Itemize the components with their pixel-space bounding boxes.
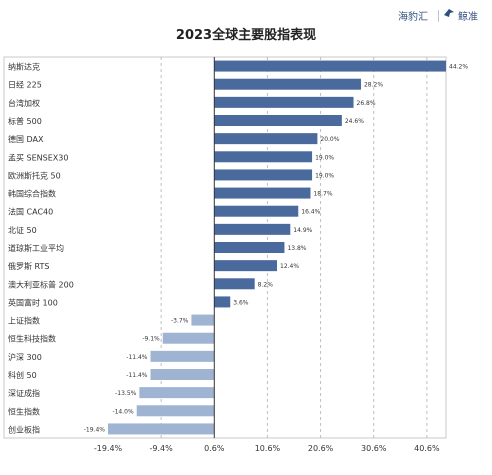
category-label: 俄罗斯 RTS <box>8 261 49 271</box>
category-label: 欧洲斯托克 50 <box>8 170 61 180</box>
category-label: 科创 50 <box>8 370 37 380</box>
category-label: 德国 DAX <box>8 134 44 144</box>
category-label: 台湾加权 <box>8 98 40 108</box>
data-label: -11.4% <box>126 372 148 379</box>
category-label: 标普 500 <box>8 116 42 126</box>
category-label: 澳大利亚标普 200 <box>8 279 74 289</box>
bar <box>150 369 215 380</box>
bar <box>214 60 446 72</box>
data-label: 24.6% <box>345 118 364 125</box>
category-label: 孟买 SENSEX30 <box>8 152 68 162</box>
data-label: -9.1% <box>142 336 160 343</box>
data-label: 12.4% <box>280 263 299 270</box>
data-label: -14.0% <box>112 408 134 415</box>
category-label: 恒生科技指数 <box>8 334 56 344</box>
data-label: -3.7% <box>171 318 189 325</box>
data-label: 19.0% <box>315 172 334 179</box>
x-tick-label: 30.6% <box>361 444 387 453</box>
bar <box>191 314 215 326</box>
bar <box>214 96 354 108</box>
bar <box>108 423 215 435</box>
bar <box>214 151 313 163</box>
category-label: 韩国综合指数 <box>8 189 56 199</box>
category-label: 纳斯达克 <box>8 62 40 72</box>
data-label: 44.2% <box>449 64 468 71</box>
bar <box>214 296 231 308</box>
bar <box>214 187 311 199</box>
data-label: -19.4% <box>84 426 106 433</box>
bar <box>214 133 318 145</box>
category-label: 上证指数 <box>8 316 40 326</box>
bar <box>214 278 255 290</box>
x-tick-label: 0.6% <box>204 444 225 453</box>
x-tick-label: 20.6% <box>308 444 334 453</box>
bird-icon <box>444 9 454 17</box>
bar <box>214 169 313 181</box>
category-label: 法国 CAC40 <box>8 207 53 217</box>
brand-logo-left: 海豹汇 <box>398 12 428 23</box>
bar <box>214 260 277 272</box>
bar <box>136 405 215 417</box>
data-label: 3.6% <box>233 299 249 306</box>
data-label: 19.0% <box>315 154 334 161</box>
x-tick-label: 10.6% <box>255 444 281 453</box>
brand-divider <box>438 10 439 22</box>
category-label: 深证成指 <box>8 388 40 398</box>
data-label: 14.9% <box>293 227 312 234</box>
category-label: 恒生指数 <box>8 406 40 416</box>
chart-title: 2023全球主要股指表现 <box>175 28 317 43</box>
bar <box>162 332 215 344</box>
data-label: 20.0% <box>320 136 339 143</box>
bar <box>214 242 285 253</box>
x-tick-label: -9.4% <box>150 444 174 453</box>
category-label: 北证 50 <box>8 226 37 235</box>
data-label: 26.8% <box>357 100 376 107</box>
data-label: 13.8% <box>287 245 306 252</box>
category-label: 日经 225 <box>8 80 42 90</box>
data-label: -11.4% <box>126 354 148 361</box>
data-label: 16.4% <box>301 209 320 216</box>
data-label: 18.7% <box>313 191 332 198</box>
data-label: 28.2% <box>364 82 383 89</box>
bar <box>214 115 342 126</box>
bar <box>214 205 299 217</box>
category-label: 创业板指 <box>8 424 40 434</box>
bar <box>139 387 215 399</box>
bar <box>214 78 361 90</box>
plot-border <box>3 56 447 439</box>
bar <box>214 223 291 235</box>
category-label: 道琼斯工业平均 <box>8 243 64 253</box>
bar <box>150 350 215 362</box>
category-label: 英国富时 100 <box>8 297 58 307</box>
category-label: 沪深 300 <box>8 352 42 362</box>
data-label: 8.2% <box>258 281 274 288</box>
brand-logo-right: 鲸准 <box>458 12 478 23</box>
data-label: -13.5% <box>115 390 137 397</box>
x-tick-label: -19.4% <box>94 444 123 453</box>
x-tick-label: 40.6% <box>414 444 440 453</box>
